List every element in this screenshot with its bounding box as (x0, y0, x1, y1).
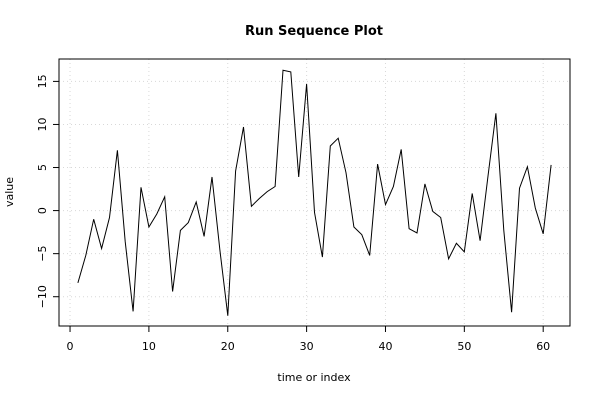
chart-title: Run Sequence Plot (245, 24, 383, 39)
y-tick-label: 15 (36, 74, 49, 88)
y-axis-label: value (3, 177, 16, 207)
x-tick-label: 40 (378, 340, 392, 353)
y-tick-label: −10 (36, 285, 49, 308)
x-tick-label: 50 (457, 340, 471, 353)
y-tick-label: 5 (36, 164, 49, 171)
plot-frame (58, 58, 571, 327)
y-tick-label: 0 (36, 207, 49, 214)
x-axis-label: time or index (277, 371, 351, 384)
x-tick-label: 60 (536, 340, 550, 353)
y-axis: −10 −5 0 5 10 15 (36, 74, 59, 308)
x-tick-label: 0 (67, 340, 74, 353)
x-tick-label: 10 (142, 340, 156, 353)
grid (59, 59, 570, 326)
x-tick-label: 20 (221, 340, 235, 353)
y-tick-label: 10 (36, 117, 49, 131)
x-axis: 0 10 20 30 40 50 60 (67, 326, 550, 353)
series-line (77, 69, 552, 316)
x-tick-label: 30 (300, 340, 314, 353)
y-tick-label: −5 (36, 246, 49, 262)
